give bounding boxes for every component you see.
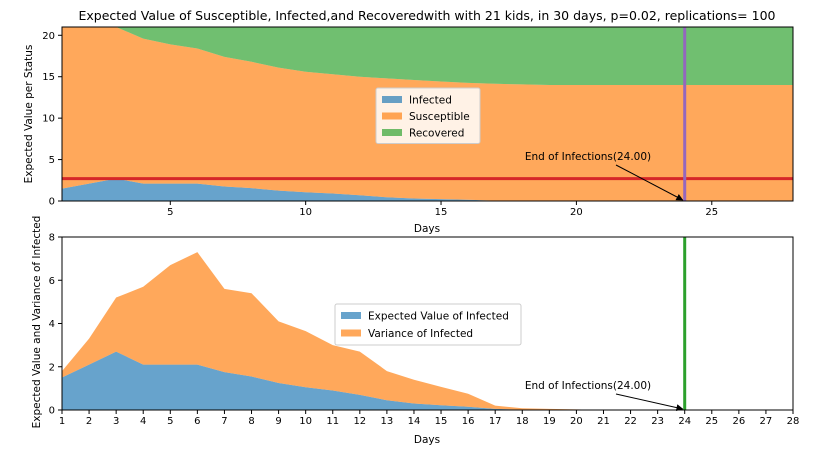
bot-area-variance-of-infected xyxy=(62,252,793,410)
bot-xtick-label: 2 xyxy=(86,416,92,427)
top-xtick-label: 10 xyxy=(299,207,312,218)
bot-legend-swatch xyxy=(341,329,361,337)
bot-xtick-label: 18 xyxy=(516,416,529,427)
bot-legend-label: Expected Value of Infected xyxy=(368,311,509,323)
top-legend-label: Recovered xyxy=(409,128,464,140)
bot-ytick-label: 2 xyxy=(49,362,55,373)
chart-top-frame xyxy=(61,26,794,202)
bot-xtick-label: 17 xyxy=(489,416,502,427)
bot-xtick-label: 5 xyxy=(167,416,173,427)
bot-ytick-label: 8 xyxy=(49,233,55,244)
chart-top-legend: Infected Susceptible Recovered xyxy=(375,87,481,144)
bot-xtick-label: 3 xyxy=(113,416,119,427)
bot-xtick-label: 14 xyxy=(408,416,421,427)
chart-bottom-y-ticks: 0 2 4 6 8 xyxy=(49,233,62,417)
chart-top-y-ticks: 0 5 10 15 20 xyxy=(42,31,62,208)
chart-top-reference-lines xyxy=(62,27,793,201)
bot-xtick-label: 20 xyxy=(570,416,583,427)
top-area-recovered xyxy=(62,27,793,85)
bot-xtick-label: 13 xyxy=(381,416,394,427)
chart-top-x-ticks: 5 10 15 20 25 xyxy=(167,201,718,218)
top-legend-swatch xyxy=(382,112,402,120)
chart-bottom-ylabel: Expected Value and Variance of Infected xyxy=(31,216,43,429)
bot-xtick-label: 10 xyxy=(299,416,312,427)
top-annotation-arrow xyxy=(615,164,684,201)
bot-xtick-label: 4 xyxy=(140,416,146,427)
chart-bottom-areas xyxy=(62,252,793,410)
chart-bottom-annotation: End of Infections(24.00) xyxy=(525,380,684,412)
bot-annotation-arrow xyxy=(615,393,684,412)
bot-xtick-label: 9 xyxy=(275,416,281,427)
top-xtick-label: 5 xyxy=(167,207,173,218)
chart-bottom-xlabel: Days xyxy=(414,434,440,446)
bot-ytick-label: 0 xyxy=(49,406,55,417)
top-xtick-label: 15 xyxy=(435,207,448,218)
bot-xtick-label: 21 xyxy=(597,416,610,427)
chart-bottom: End of Infections(24.00) 1 2 3 4 5 6 7 8 9 10 11 12… xyxy=(31,216,799,446)
bot-xtick-label: 27 xyxy=(760,416,773,427)
bot-area-expected-value-of-infected xyxy=(62,351,793,410)
bot-xtick-label: 25 xyxy=(705,416,718,427)
bot-ytick-label: 4 xyxy=(49,319,55,330)
top-ytick-label: 10 xyxy=(42,114,55,125)
chart-top-title: Expected Value of Susceptible, Infected,… xyxy=(79,8,776,23)
bot-xtick-label: 7 xyxy=(221,416,227,427)
bot-legend-box xyxy=(334,303,522,346)
top-ytick-label: 20 xyxy=(42,31,55,42)
top-area-infected xyxy=(62,178,793,201)
bot-xtick-label: 23 xyxy=(651,416,664,427)
top-ytick-label: 15 xyxy=(42,72,55,83)
chart-bottom-x-ticks: 1 2 3 4 5 6 7 8 9 10 11 12 13 14 15 16 17 18 19 20 21 22 23 24 2… xyxy=(59,410,800,427)
bot-xtick-label: 1 xyxy=(59,416,65,427)
chart-top-annotation-text: End of Infections(24.00) xyxy=(525,151,651,163)
bot-xtick-label: 6 xyxy=(194,416,200,427)
bot-ytick-label: 6 xyxy=(49,276,55,287)
top-legend-swatch xyxy=(382,96,402,103)
top-legend-swatch xyxy=(382,129,402,136)
chart-top-annotation: End of Infections(24.00) xyxy=(525,151,684,201)
top-ytick-label: 5 xyxy=(49,155,55,166)
bot-xtick-label: 26 xyxy=(732,416,745,427)
bot-xtick-label: 15 xyxy=(435,416,448,427)
chart-bottom-legend: Expected Value of Infected Variance of In… xyxy=(334,303,522,346)
bot-xtick-label: 12 xyxy=(353,416,366,427)
top-ytick-label: 0 xyxy=(49,197,55,208)
chart-top-xlabel: Days xyxy=(414,223,440,235)
top-xtick-label: 20 xyxy=(570,207,583,218)
bot-xtick-label: 8 xyxy=(248,416,254,427)
bot-xtick-label: 24 xyxy=(678,416,691,427)
bot-xtick-label: 16 xyxy=(462,416,475,427)
top-legend-label: Infected xyxy=(409,95,452,107)
top-legend-label: Susceptible xyxy=(409,111,470,123)
bot-xtick-label: 19 xyxy=(543,416,556,427)
chart-top-ylabel: Expected Value per Status xyxy=(23,45,35,184)
chart-top: Expected Value of Susceptible, Infected,… xyxy=(23,8,794,235)
chart-bottom-annotation-text: End of Infections(24.00) xyxy=(525,380,651,392)
bot-xtick-label: 22 xyxy=(624,416,637,427)
bot-legend-label: Variance of Infected xyxy=(368,328,473,340)
bot-xtick-label: 11 xyxy=(326,416,339,427)
bot-xtick-label: 28 xyxy=(787,416,800,427)
bot-legend-swatch xyxy=(341,312,361,319)
top-xtick-label: 25 xyxy=(705,207,718,218)
